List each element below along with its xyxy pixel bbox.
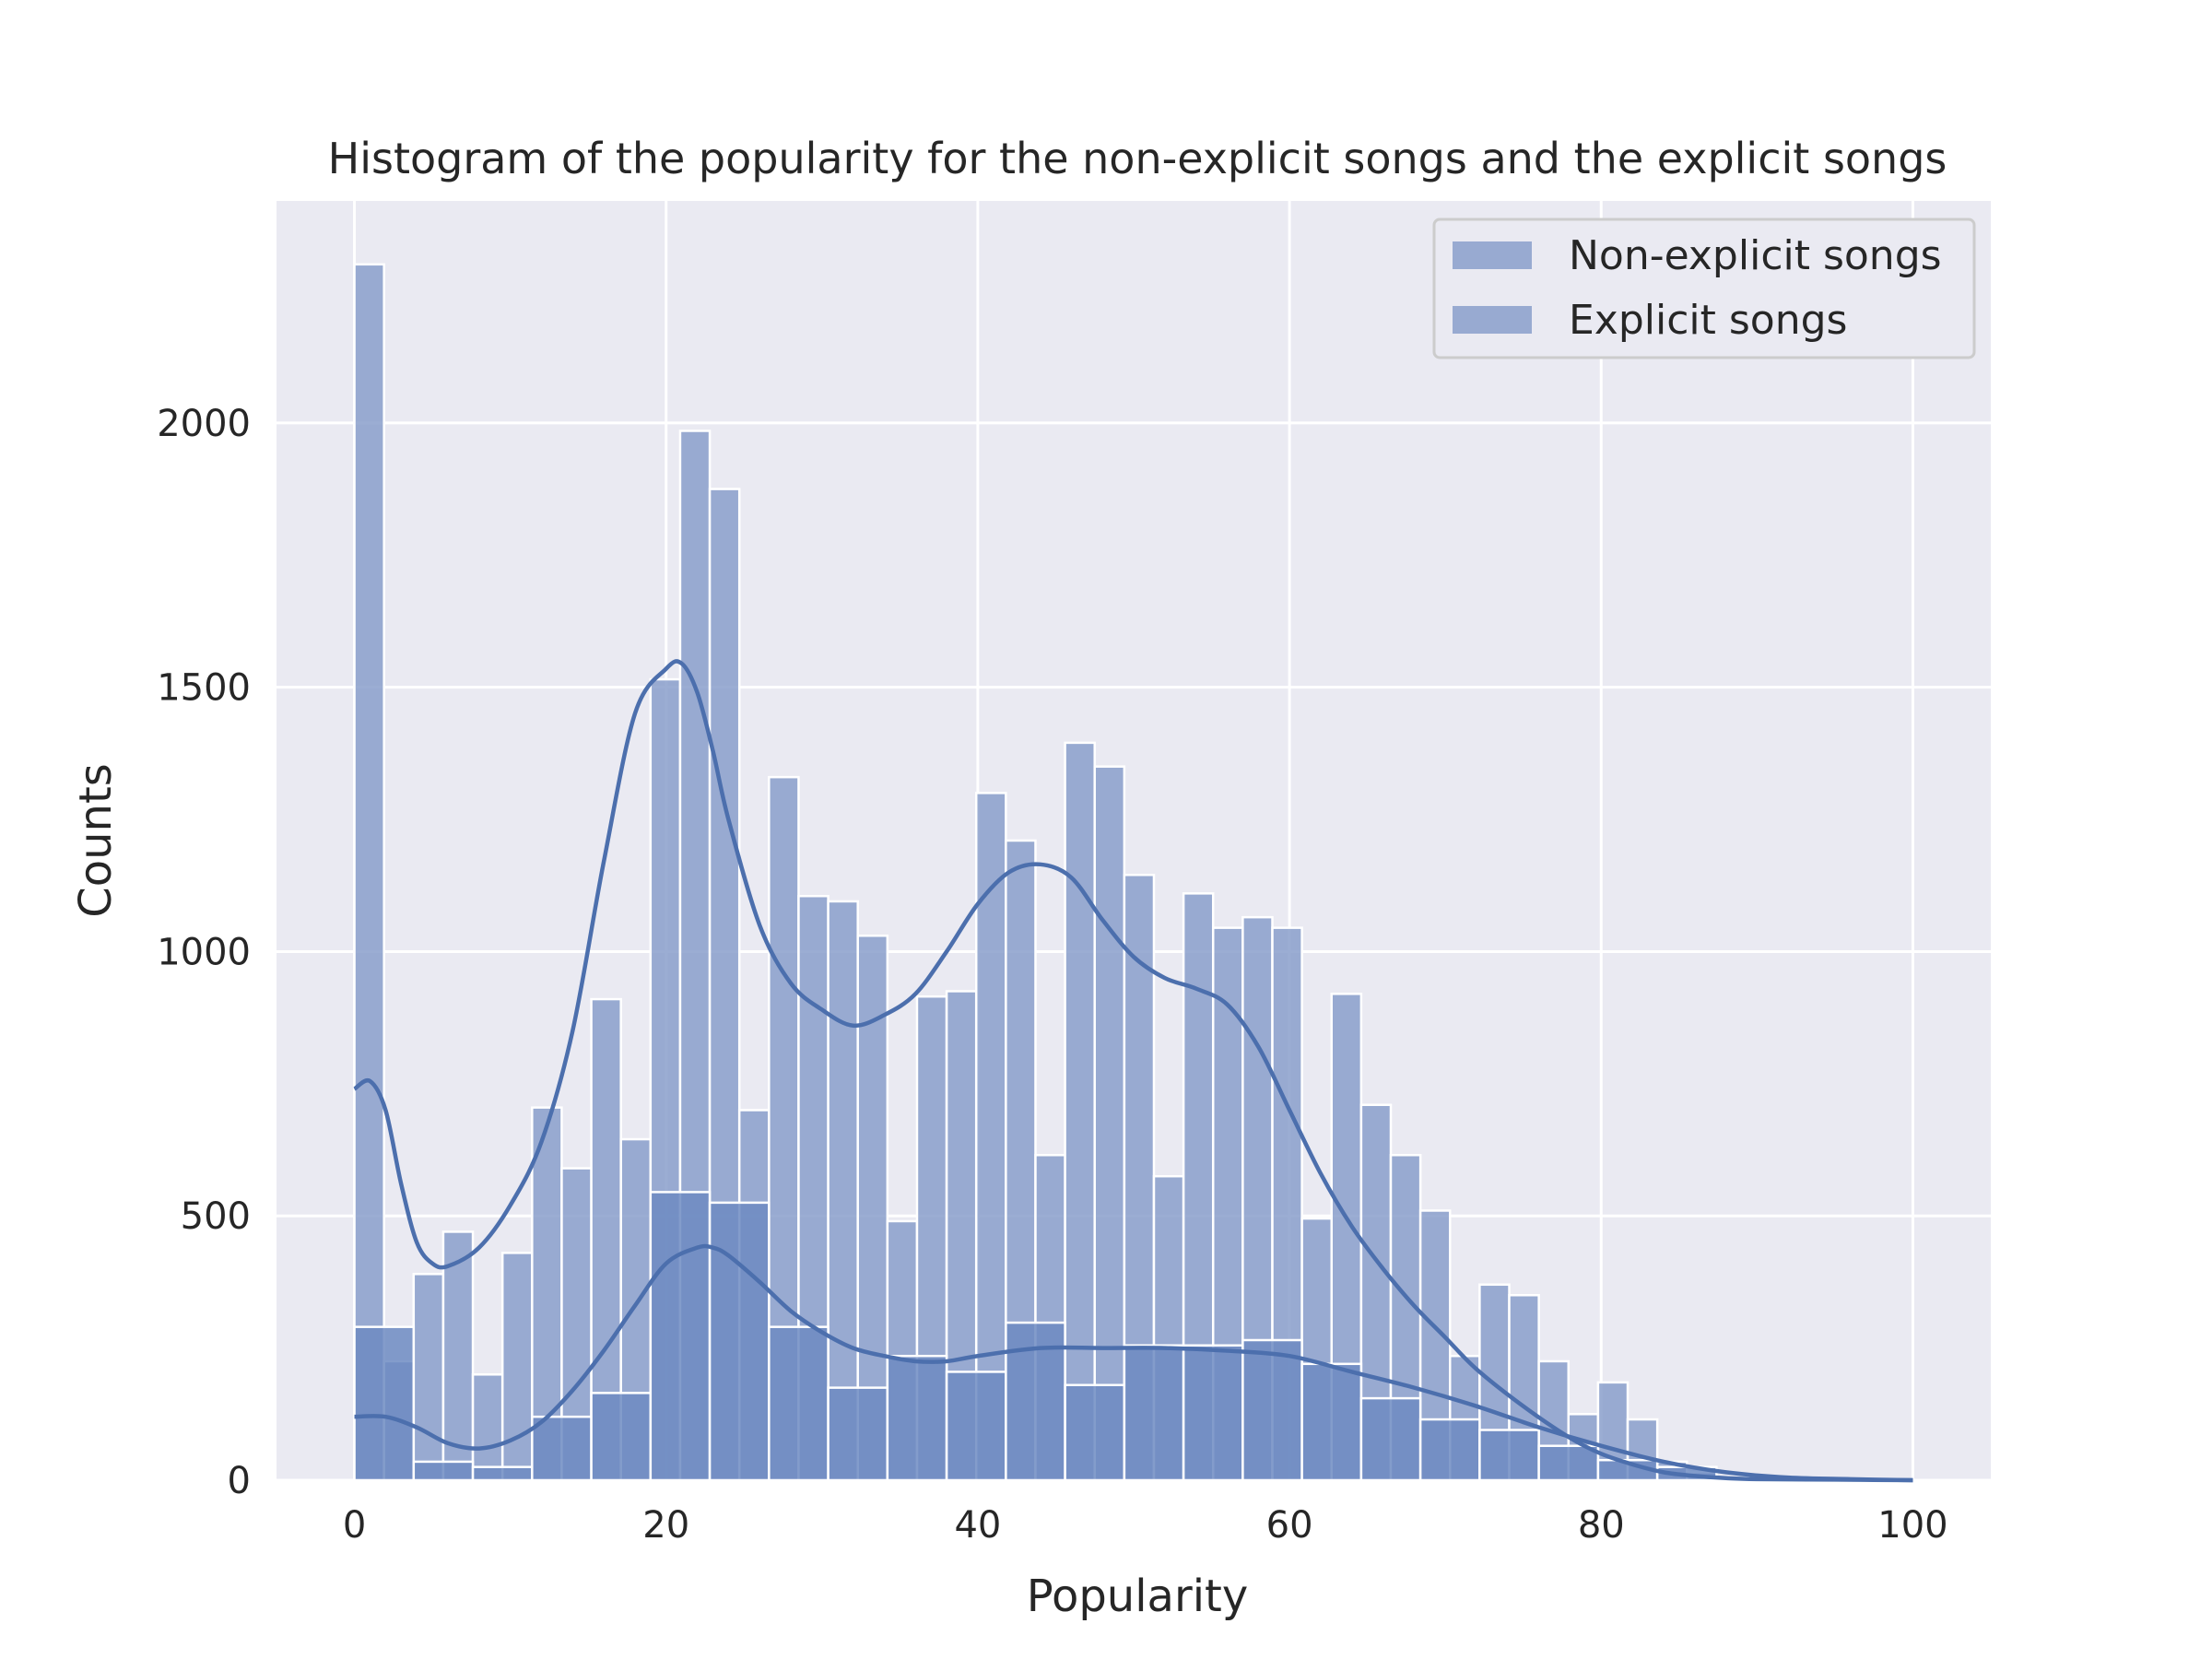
explicit-bar-1 bbox=[412, 1460, 475, 1482]
explicit-bar-12 bbox=[1064, 1383, 1126, 1482]
explicit-bar-9 bbox=[886, 1354, 948, 1482]
explicit-bar-19 bbox=[1478, 1429, 1540, 1482]
x-tick-label: 60 bbox=[1266, 1504, 1313, 1547]
explicit-bar-20 bbox=[1537, 1444, 1600, 1482]
explicit-bar-6 bbox=[708, 1201, 771, 1482]
non-explicit-bar-2 bbox=[412, 1273, 445, 1482]
y-tick-label: 500 bbox=[181, 1195, 251, 1238]
explicit-bar-3 bbox=[531, 1415, 593, 1482]
legend-swatch-explicit bbox=[1453, 306, 1532, 334]
x-tick-label: 20 bbox=[642, 1504, 689, 1547]
explicit-bar-17 bbox=[1359, 1396, 1422, 1482]
explicit-bar-5 bbox=[649, 1191, 712, 1482]
x-tick-label: 100 bbox=[1877, 1504, 1947, 1547]
legend-label-explicit: Explicit songs bbox=[1569, 297, 1847, 344]
explicit-bar-16 bbox=[1300, 1362, 1363, 1482]
non-explicit-bar-4 bbox=[471, 1373, 504, 1482]
non-explicit-bar-5 bbox=[500, 1252, 534, 1482]
kde-line-explicit bbox=[354, 1243, 1913, 1483]
x-tick-label: 80 bbox=[1578, 1504, 1625, 1547]
y-axis-label: Counts bbox=[70, 763, 122, 918]
y-tick-label: 1000 bbox=[157, 931, 251, 973]
explicit-bar-10 bbox=[945, 1371, 1007, 1482]
x-axis-label: Popularity bbox=[1027, 1571, 1249, 1622]
legend: Non-explicit songs Explicit songs bbox=[1432, 218, 1976, 359]
y-tick-label: 0 bbox=[228, 1460, 251, 1502]
kde-line-non-explicit bbox=[353, 659, 1913, 1483]
explicit-bar-15 bbox=[1241, 1338, 1303, 1482]
legend-swatch-non-explicit bbox=[1453, 241, 1532, 269]
explicit-bar-0 bbox=[353, 1325, 416, 1482]
explicit-bars bbox=[353, 1191, 1777, 1482]
explicit-bar-13 bbox=[1123, 1344, 1185, 1482]
legend-label-non-explicit: Non-explicit songs bbox=[1569, 232, 1942, 279]
chart-title: Histogram of the popularity for the non-… bbox=[328, 134, 1947, 183]
explicit-bar-18 bbox=[1418, 1418, 1481, 1482]
legend-box bbox=[1432, 218, 1976, 359]
x-tick-label: 40 bbox=[954, 1504, 1001, 1547]
y-tick-label: 1500 bbox=[157, 667, 251, 710]
non-explicit-bar-25 bbox=[1093, 765, 1126, 1482]
y-tick-label: 2000 bbox=[157, 403, 251, 445]
explicit-bar-2 bbox=[471, 1465, 534, 1482]
kde-curves bbox=[353, 659, 1913, 1483]
explicit-bar-14 bbox=[1182, 1344, 1244, 1482]
non-explicit-bar-3 bbox=[441, 1230, 475, 1482]
non-explicit-bar-24 bbox=[1064, 741, 1096, 1482]
non-explicit-bar-0 bbox=[353, 263, 385, 1482]
x-tick-label: 0 bbox=[343, 1504, 366, 1547]
explicit-bar-4 bbox=[590, 1392, 653, 1482]
explicit-bar-8 bbox=[827, 1386, 889, 1482]
explicit-bar-7 bbox=[768, 1325, 830, 1482]
